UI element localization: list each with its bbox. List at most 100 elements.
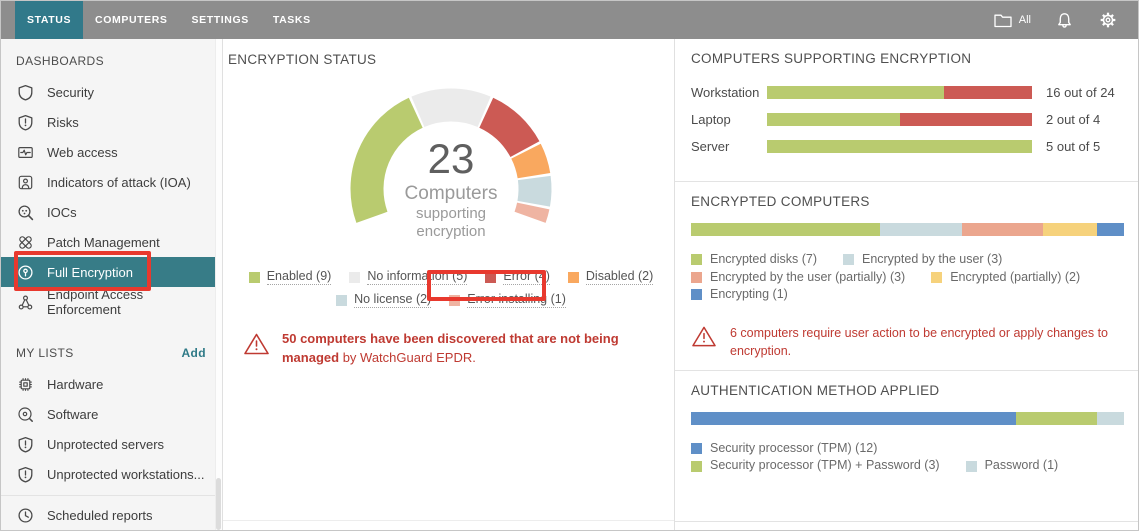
legend-item-error-installing[interactable]: Error installing (1) — [449, 292, 566, 308]
tab-computers[interactable]: COMPUTERS — [95, 14, 168, 26]
support-row-server: Server 5 out of 5 — [691, 139, 1101, 154]
support-row-workstation: Workstation 16 out of 24 — [691, 85, 1115, 100]
legend-item-error[interactable]: Error (4) — [485, 269, 550, 285]
legend-swatch — [449, 294, 461, 306]
monitor-pulse-icon — [16, 143, 34, 161]
disc-icon — [16, 405, 34, 423]
add-list-link[interactable]: Add — [181, 346, 206, 360]
sidebar-item-security[interactable]: Security — [1, 77, 222, 107]
legend-item-no-license[interactable]: No license (2) — [336, 292, 432, 308]
legend-swatch — [567, 271, 579, 283]
unmanaged-computers-warning: 50 computers have been discovered that a… — [243, 330, 655, 368]
panel-divider — [223, 520, 674, 521]
gear-icon — [1100, 12, 1116, 28]
tab-status[interactable]: STATUS — [15, 1, 84, 39]
encrypted-computers-legend: Encrypted disks (7) Encrypted by the use… — [691, 251, 1124, 304]
legend-item-password[interactable]: Password (1) — [965, 457, 1058, 475]
legend-item-tpm-password[interactable]: Security processor (TPM) + Password (3) — [691, 457, 940, 475]
legend-item-encrypted-by-user-partially[interactable]: Encrypted by the user (partially) (3) — [691, 269, 905, 287]
encryption-status-title: ENCRYPTION STATUS — [228, 52, 377, 67]
sidebar-scrollbar-thumb[interactable] — [216, 478, 221, 530]
shield-exclamation-icon — [16, 435, 34, 453]
sidebar-item-ioa[interactable]: Indicators of attack (IOA) — [1, 167, 222, 197]
sidebar-divider — [1, 495, 222, 496]
sidebar-scrollbar[interactable] — [215, 39, 222, 530]
encrypted-computers-section: ENCRYPTED COMPUTERS Encrypted disks (7) … — [675, 181, 1138, 370]
support-row-laptop: Laptop 2 out of 4 — [691, 112, 1101, 127]
authentication-method-legend: Security processor (TPM) (12) Security p… — [691, 440, 1124, 475]
donut-gauge[interactable] — [336, 81, 566, 259]
alert-triangle-icon — [244, 333, 269, 355]
shield-exclamation-icon — [16, 113, 34, 131]
tab-tasks[interactable]: TASKS — [272, 14, 311, 26]
top-navigation-bar: STATUS COMPUTERS SETTINGS TASKS All — [1, 1, 1138, 39]
magnifier-dots-icon — [16, 203, 34, 221]
sidebar-item-unprotected-servers[interactable]: Unprotected servers — [1, 429, 222, 459]
legend-item-disabled[interactable]: Disabled (2) — [567, 269, 654, 285]
legend-item-encrypting[interactable]: Encrypting (1) — [691, 286, 788, 304]
legend-item-encrypted-by-user[interactable]: Encrypted by the user (3) — [842, 251, 1002, 269]
sidebar-section-my-lists: MY LISTS Add — [16, 346, 206, 360]
sidebar-item-web-access[interactable]: Web access — [1, 137, 222, 167]
topbar-actions: All — [993, 1, 1138, 39]
sidebar-item-software[interactable]: Software — [1, 399, 222, 429]
sidebar-item-unprotected-workstations[interactable]: Unprotected workstations... — [1, 459, 222, 489]
authentication-method-section: AUTHENTICATION METHOD APPLIED Security p… — [675, 369, 1138, 521]
encrypted-computers-bar[interactable] — [691, 223, 1124, 236]
legend-swatch — [965, 460, 977, 472]
donut-legend: Enabled (9) No information (5) Error (4)… — [228, 269, 674, 308]
legend-item-enabled[interactable]: Enabled (9) — [248, 269, 332, 285]
warning-text[interactable]: 50 computers have been discovered that a… — [282, 331, 619, 365]
legend-item-encrypted-partially[interactable]: Encrypted (partially) (2) — [931, 269, 1080, 287]
warning-text[interactable]: 6 computers require user action to be en… — [730, 325, 1108, 358]
sidebar-item-full-encryption[interactable]: Full Encryption — [1, 257, 222, 287]
clock-icon — [16, 506, 34, 524]
legend-swatch — [691, 443, 702, 454]
network-nodes-icon — [16, 293, 34, 311]
group-filter-button[interactable]: All — [993, 11, 1031, 29]
disk-lock-icon — [16, 263, 34, 281]
right-panel: COMPUTERS SUPPORTING ENCRYPTION Workstat… — [675, 39, 1138, 530]
encryption-status-donut-chart: 23 Computers supporting encryption — [336, 81, 566, 259]
computers-supporting-title: COMPUTERS SUPPORTING ENCRYPTION — [691, 51, 972, 66]
server-support-bar[interactable] — [767, 140, 1032, 153]
shield-icon — [16, 83, 34, 101]
cpu-chip-icon — [16, 375, 34, 393]
shield-exclamation-icon — [16, 465, 34, 483]
sidebar-item-patch-management[interactable]: Patch Management — [1, 227, 222, 257]
encryption-status-panel: ENCRYPTION STATUS 23 Computers supportin… — [223, 39, 675, 530]
sidebar-item-endpoint-access-enforcement[interactable]: Endpoint Access Enforcement — [1, 287, 222, 317]
legend-swatch — [931, 271, 943, 283]
sidebar: DASHBOARDS Security Ri — [1, 39, 223, 530]
computers-supporting-encryption-section: COMPUTERS SUPPORTING ENCRYPTION Workstat… — [675, 39, 1138, 181]
legend-swatch — [336, 294, 348, 306]
sidebar-item-hardware[interactable]: Hardware — [1, 369, 222, 399]
legend-item-tpm[interactable]: Security processor (TPM) (12) — [691, 440, 877, 458]
legend-swatch — [349, 271, 361, 283]
tab-settings[interactable]: SETTINGS — [191, 14, 249, 26]
legend-item-encrypted-disks[interactable]: Encrypted disks (7) — [691, 251, 817, 269]
crossed-bandages-icon — [16, 233, 34, 251]
user-action-warning: 6 computers require user action to be en… — [691, 324, 1124, 370]
legend-swatch — [691, 460, 702, 472]
laptop-support-bar[interactable] — [767, 113, 1032, 126]
authentication-method-bar[interactable] — [691, 411, 1124, 425]
sidebar-section-dashboards: DASHBOARDS — [16, 54, 105, 68]
sidebar-item-iocs[interactable]: IOCs — [1, 197, 222, 227]
settings-button[interactable] — [1098, 10, 1118, 30]
sidebar-item-scheduled-reports[interactable]: Scheduled reports — [1, 500, 222, 530]
legend-swatch — [248, 271, 260, 283]
legend-swatch — [842, 254, 854, 266]
legend-item-no-information[interactable]: No information (5) — [349, 269, 468, 285]
workstation-support-bar[interactable] — [767, 86, 1032, 99]
notifications-button[interactable] — [1055, 11, 1074, 29]
sidebar-item-risks[interactable]: Risks — [1, 107, 222, 137]
folder-icon — [993, 11, 1013, 29]
bell-icon — [1058, 13, 1071, 28]
legend-swatch — [691, 254, 702, 266]
authentication-method-title: AUTHENTICATION METHOD APPLIED — [691, 382, 940, 398]
legend-swatch — [691, 271, 702, 283]
legend-swatch — [485, 271, 497, 283]
group-filter-label: All — [1018, 14, 1031, 26]
